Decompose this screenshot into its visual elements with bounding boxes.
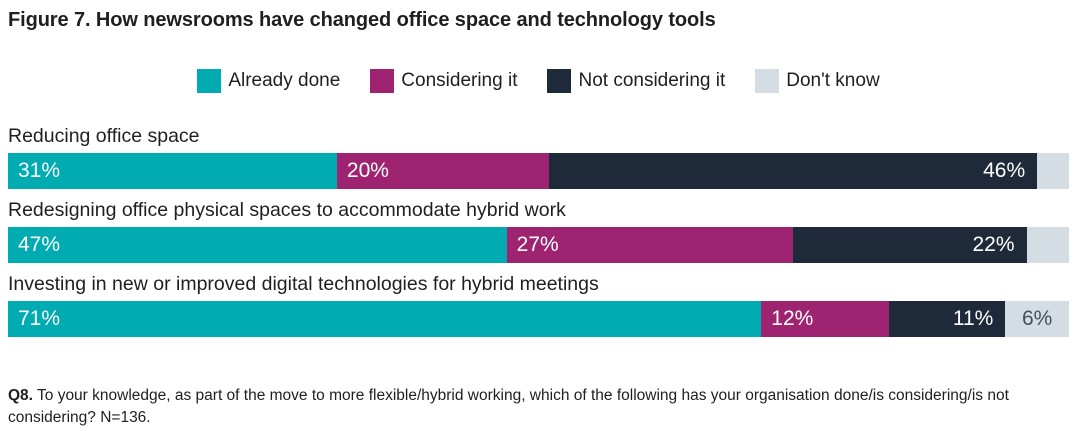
segment-value-label: 71%	[18, 307, 61, 330]
legend-item-considering-it: Considering it	[370, 69, 517, 93]
bar-row: Redesigning office physical spaces to ac…	[8, 199, 1069, 263]
segment-value-label: 11%	[952, 307, 994, 330]
legend: Already done Considering it Not considerin…	[8, 69, 1069, 93]
segment-value-label: 47%	[18, 233, 61, 256]
stacked-bar: 71% 12% 11% 6%	[8, 301, 1069, 337]
stacked-bar: 31% 20% 46%	[8, 153, 1069, 189]
legend-swatch-icon	[197, 69, 222, 93]
bar-row: Reducing office space 31% 20% 46%	[8, 125, 1069, 189]
bar-row-label: Redesigning office physical spaces to ac…	[8, 199, 566, 221]
bar-chart: Reducing office space 31% 20% 46% Redesignin…	[8, 125, 1069, 337]
bar-segment-not-considering-it: 22%	[793, 227, 1027, 263]
segment-value-label: 46%	[983, 159, 1026, 182]
legend-item-dont-know: Don't know	[755, 69, 880, 93]
legend-swatch-icon	[755, 69, 780, 93]
segment-value-label: 12%	[771, 307, 814, 330]
segment-value-label: 31%	[18, 159, 61, 182]
legend-item-not-considering-it: Not considering it	[547, 69, 725, 93]
footnote-question-number: Q8.	[8, 387, 33, 404]
legend-label: Already done	[228, 70, 341, 91]
bar-row-label: Reducing office space	[8, 125, 200, 147]
segment-value-label: 27%	[516, 233, 559, 256]
legend-label: Don't know	[786, 70, 880, 91]
bar-segment-already-done: 31%	[8, 153, 337, 189]
bar-row-label: Investing in new or improved digital tec…	[8, 273, 599, 295]
bar-segment-dont-know	[1037, 153, 1069, 189]
legend-label: Not considering it	[578, 70, 726, 91]
segment-value-label: 20%	[346, 159, 389, 182]
figure-title: Figure 7. How newsrooms have changed off…	[8, 9, 716, 31]
bar-segment-dont-know: 6%	[1005, 301, 1069, 337]
bar-row: Investing in new or improved digital tec…	[8, 273, 1069, 337]
legend-label: Considering it	[401, 70, 518, 91]
legend-swatch-icon	[370, 69, 395, 93]
bar-segment-not-considering-it: 11%	[888, 301, 1006, 337]
bar-segment-considering-it: 20%	[336, 153, 550, 189]
bar-segment-considering-it: 27%	[506, 227, 794, 263]
bar-segment-already-done: 47%	[8, 227, 507, 263]
footnote-text: To your knowledge, as part of the move t…	[8, 387, 1009, 427]
legend-item-already-done: Already done	[197, 69, 340, 93]
legend-swatch-icon	[547, 69, 572, 93]
bar-segment-not-considering-it: 46%	[549, 153, 1038, 189]
segment-value-label: 22%	[972, 233, 1015, 256]
bar-segment-considering-it: 12%	[761, 301, 889, 337]
bar-segment-already-done: 71%	[8, 301, 762, 337]
stacked-bar: 47% 27% 22%	[8, 227, 1069, 263]
bar-segment-dont-know	[1026, 227, 1069, 263]
segment-value-label: 6%	[1021, 307, 1053, 330]
footnote: Q8. To your knowledge, as part of the mo…	[8, 385, 1063, 430]
